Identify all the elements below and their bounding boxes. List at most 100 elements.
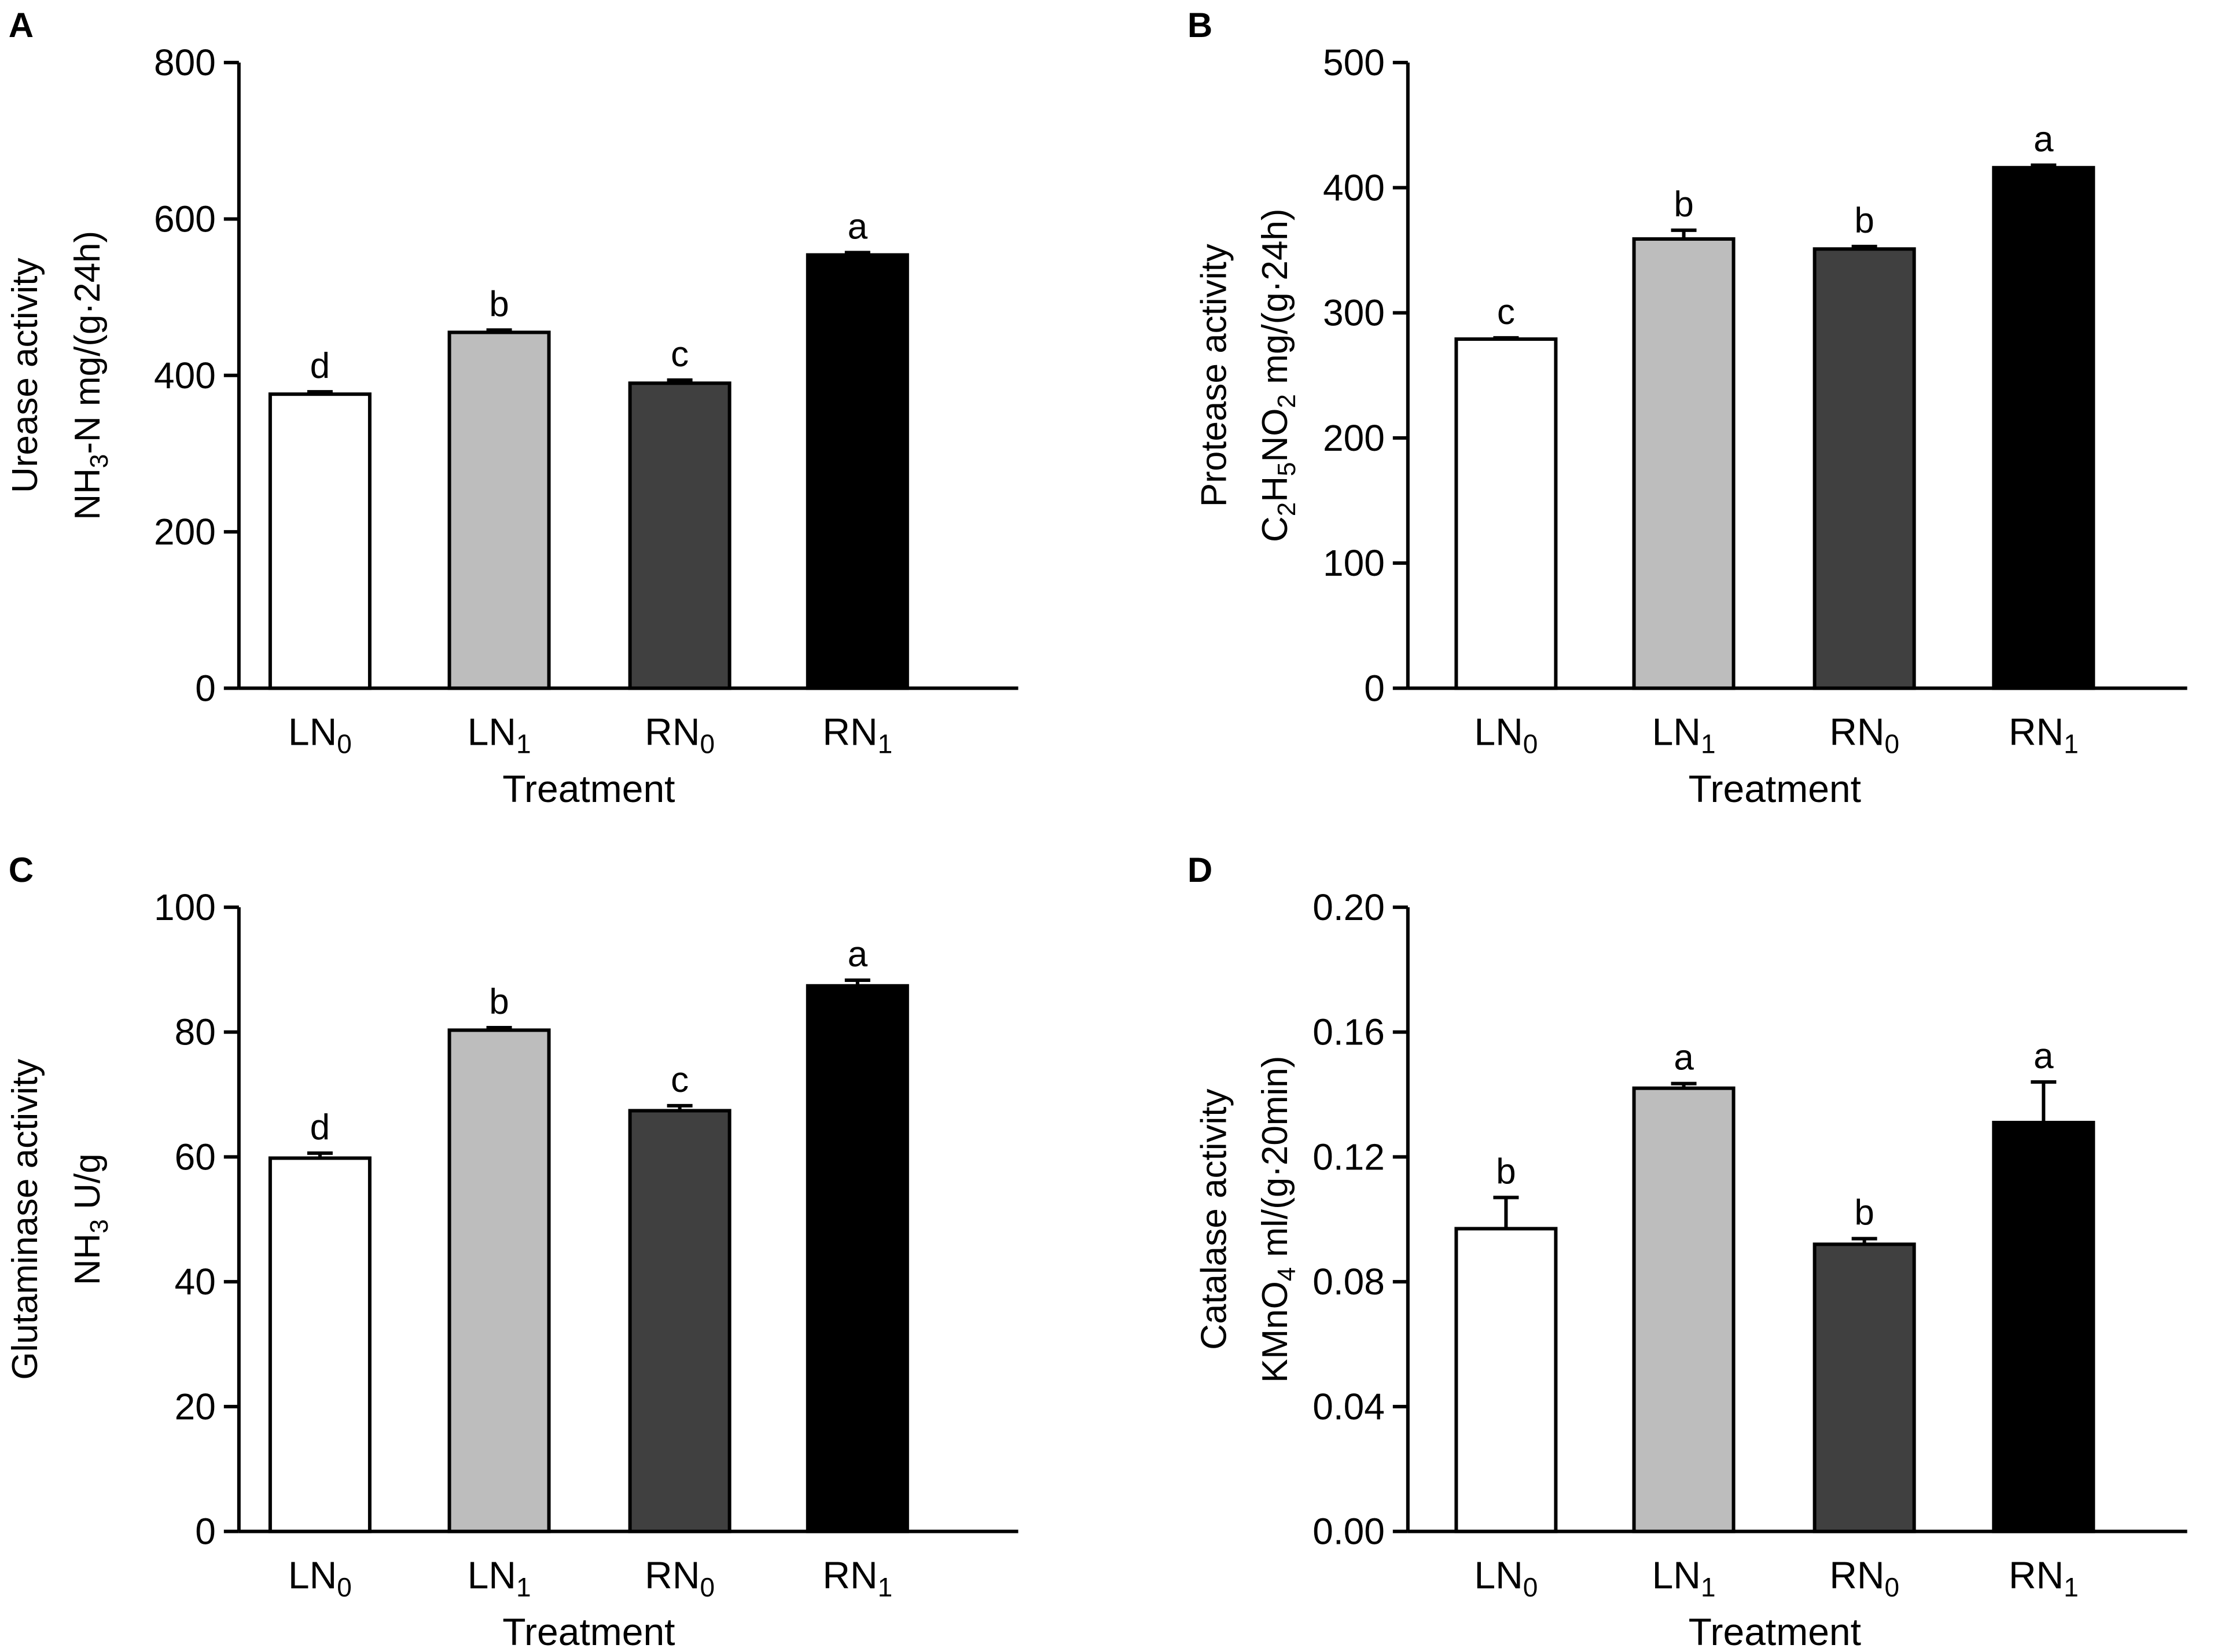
y-title-subscript: 5	[1273, 462, 1301, 476]
category-label: RN1	[2009, 711, 2079, 759]
y-title-subscript: 3	[85, 454, 113, 468]
y-title-subscript: 2	[1273, 502, 1301, 516]
y-axis-title-line1: Glutaminase activity	[5, 1059, 45, 1380]
category-base: LN	[288, 711, 337, 753]
y-axis-title-line2: NH3-N mg/(g·24h)	[68, 231, 113, 520]
category-subscript: 1	[1701, 1572, 1716, 1602]
category-subscript: 0	[700, 1572, 715, 1602]
category-label: LN1	[1652, 1554, 1716, 1602]
y-title-part: KMnO	[1255, 1281, 1295, 1383]
bar-rn0	[628, 381, 731, 690]
significance-label: d	[310, 1108, 330, 1147]
category-base: RN	[645, 1554, 700, 1596]
panel-letter: D	[1187, 851, 1212, 889]
category-label: LN0	[288, 711, 352, 759]
y-tick-label: 100	[154, 886, 216, 928]
panel-letter: B	[1187, 6, 1212, 45]
significance-label: d	[310, 346, 330, 386]
category-subscript: 0	[1885, 729, 1900, 759]
y-title-part: -N mg/(g·24h)	[68, 231, 108, 454]
y-axis-title-line1: Catalase activity	[1194, 1089, 1234, 1350]
y-tick-label: 300	[1323, 292, 1385, 334]
y-tick-label: 400	[154, 355, 216, 396]
y-title-part: NH	[68, 1234, 108, 1286]
bar-ln0	[1454, 1227, 1558, 1533]
y-tick-label: 0.12	[1312, 1136, 1385, 1178]
significance-label: a	[2034, 119, 2054, 159]
y-tick-label: 0.20	[1312, 886, 1385, 928]
y-tick-label: 400	[1323, 167, 1385, 208]
y-tick-label: 600	[154, 198, 216, 240]
bar-rn0	[1812, 247, 1916, 690]
y-tick-label: 500	[1323, 42, 1385, 83]
category-subscript: 1	[516, 1572, 531, 1602]
category-label: LN1	[468, 711, 531, 759]
y-tick-label: 0.16	[1312, 1011, 1385, 1053]
y-tick-label: 40	[175, 1261, 216, 1303]
y-tick-label: 0.04	[1312, 1386, 1385, 1427]
y-title-part: H	[1255, 476, 1295, 502]
panel-letter: C	[9, 851, 34, 889]
significance-label: b	[1674, 185, 1693, 225]
category-base: RN	[2009, 1554, 2064, 1596]
bar-ln0	[268, 1156, 372, 1533]
y-tick-label: 0.00	[1312, 1511, 1385, 1552]
bar-ln1	[447, 1028, 551, 1533]
category-label: RN0	[1829, 1554, 1899, 1602]
category-subscript: 0	[1885, 1572, 1900, 1602]
x-axis-title: Treatment	[502, 767, 675, 810]
y-axis-title-line1: Protease activity	[1194, 244, 1234, 507]
category-subscript: 0	[1523, 1572, 1538, 1602]
category-subscript: 1	[2064, 729, 2079, 759]
y-title-part: NH	[68, 468, 108, 520]
bar-ln1	[447, 330, 551, 690]
category-base: RN	[822, 1554, 877, 1596]
bar-ln1	[1632, 237, 1736, 690]
significance-label: a	[848, 207, 868, 247]
category-base: RN	[2009, 711, 2064, 753]
category-subscript: 1	[516, 729, 531, 759]
category-label: RN0	[645, 711, 715, 759]
y-title-part: C	[1255, 516, 1295, 542]
category-base: RN	[822, 711, 877, 753]
category-base: LN	[1652, 711, 1701, 753]
category-base: RN	[1829, 1554, 1884, 1596]
significance-label: a	[848, 934, 868, 974]
category-base: RN	[1829, 711, 1884, 753]
significance-label: c	[671, 1060, 689, 1100]
category-label: LN0	[1474, 1554, 1538, 1602]
category-base: LN	[288, 1554, 337, 1596]
y-axis-title-line2: KMnO4 ml/(g·20min)	[1255, 1056, 1301, 1383]
category-base: LN	[468, 711, 516, 753]
y-tick-label: 0.08	[1312, 1261, 1385, 1303]
y-axis-title-line2: C2H5NO2 mg/(g·24h)	[1255, 209, 1301, 542]
x-axis-title: Treatment	[1689, 767, 1861, 810]
category-base: LN	[468, 1554, 516, 1596]
bar-rn1	[1992, 165, 2095, 690]
y-tick-label: 0	[195, 667, 216, 709]
category-subscript: 1	[2064, 1572, 2079, 1602]
panel-d: D0.000.040.080.120.160.20bLN0aLN1bRN0aRN…	[1187, 851, 2187, 1652]
significance-label: b	[1496, 1151, 1516, 1191]
category-subscript: 1	[878, 1572, 893, 1602]
y-title-part: U/g	[68, 1153, 108, 1219]
y-title-part: ml/(g·20min)	[1255, 1056, 1295, 1267]
y-tick-label: 100	[1323, 542, 1385, 584]
y-axis-title-line2: NH3 U/g	[68, 1153, 113, 1285]
significance-label: b	[1854, 201, 1874, 241]
y-tick-label: 0	[1364, 667, 1385, 709]
x-axis-title: Treatment	[502, 1610, 675, 1652]
category-base: RN	[645, 711, 700, 753]
bar-rn1	[806, 984, 909, 1533]
category-subscript: 0	[337, 729, 352, 759]
panel-a: A0200400600800dLN0bLN1cRN0aRN1TreatmentU…	[5, 6, 1019, 810]
category-base: LN	[1652, 1554, 1701, 1596]
y-tick-label: 20	[175, 1386, 216, 1427]
category-subscript: 0	[337, 1572, 352, 1602]
category-label: RN0	[1829, 711, 1899, 759]
bar-ln0	[1454, 337, 1558, 690]
bar-ln0	[268, 392, 372, 690]
category-label: RN1	[822, 1554, 892, 1602]
significance-label: b	[1854, 1193, 1874, 1233]
